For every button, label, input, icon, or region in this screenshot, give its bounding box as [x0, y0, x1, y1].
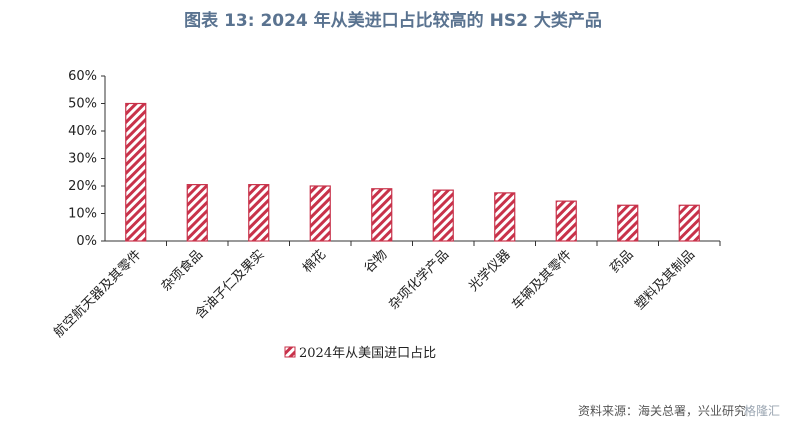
legend: 2024年从美国进口占比: [284, 346, 436, 361]
x-tick-label: 谷物: [362, 247, 391, 276]
y-tick-label: 0%: [76, 234, 97, 249]
bar: [678, 204, 700, 242]
legend-swatch: [284, 346, 296, 358]
y-tick-label: 10%: [68, 207, 97, 222]
bar: [432, 189, 454, 242]
bar: [371, 188, 393, 242]
x-tick-label: 光学仪器: [465, 247, 513, 295]
bar: [555, 200, 577, 242]
y-tick-label: 20%: [68, 179, 97, 194]
x-tick-label: 杂项化学产品: [386, 247, 452, 313]
legend-label: 2024年从美国进口占比: [299, 346, 436, 361]
bar: [248, 184, 270, 242]
x-tick-label: 药品: [608, 247, 637, 276]
x-tick-label: 杂项食品: [158, 247, 206, 295]
x-tick-label: 航空航天器及其零件: [51, 247, 145, 341]
plot-area: 0%10%20%30%40%50%60%航空航天器及其零件 杂项食品含油子仁及果实…: [51, 69, 721, 341]
y-tick-label: 30%: [68, 152, 97, 167]
x-tick-label: 棉花: [299, 247, 329, 277]
bar: [186, 184, 208, 242]
watermark: 格隆汇: [743, 404, 780, 418]
bar: [617, 204, 639, 242]
y-tick-label: 40%: [68, 124, 97, 139]
bar: [125, 102, 147, 242]
x-tick-label: 车辆及其零件: [509, 247, 575, 313]
source-note: 资料来源：海关总署，兴业研究: [577, 404, 746, 418]
chart-title: 图表 13: 2024 年从美进口占比较高的 HS2 大类产品: [184, 11, 602, 31]
bar: [494, 192, 516, 242]
y-tick-label: 50%: [68, 97, 97, 112]
x-tick-label: 塑料及其制品: [632, 247, 698, 313]
y-tick-label: 60%: [68, 69, 97, 84]
bar: [309, 185, 331, 242]
